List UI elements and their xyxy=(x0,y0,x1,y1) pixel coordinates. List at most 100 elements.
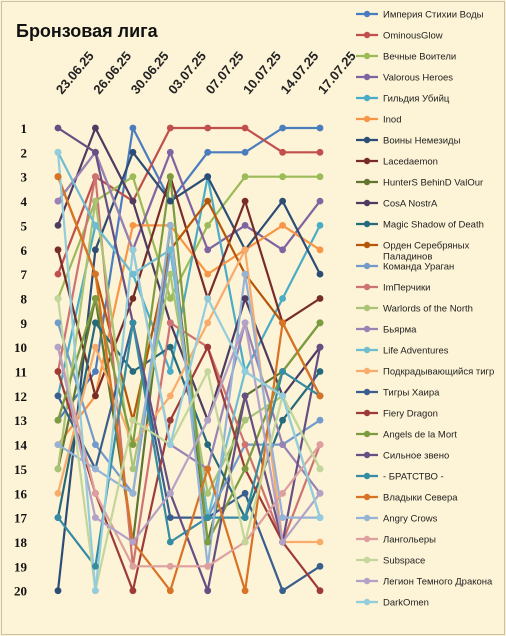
y-tick-label: 15 xyxy=(14,462,28,477)
legend-swatch-marker xyxy=(363,241,371,249)
data-point xyxy=(54,392,62,400)
legend-label: CosA NostrA xyxy=(383,199,438,210)
x-axis-ticks: 23.06.2526.06.2530.06.2503.07.2507.07.25… xyxy=(53,49,359,97)
y-tick-label: 19 xyxy=(14,559,28,574)
y-tick-label: 1 xyxy=(21,121,28,136)
legend-swatch-marker xyxy=(363,514,371,522)
data-point xyxy=(316,489,324,497)
legend-label: Команда Ураган xyxy=(383,262,454,273)
data-point xyxy=(54,270,62,278)
data-point xyxy=(92,392,99,400)
legend-label: Subspace xyxy=(383,556,425,567)
legend-swatch-marker xyxy=(363,451,371,459)
data-point xyxy=(54,514,62,521)
legend-swatch-marker xyxy=(363,409,371,417)
data-point xyxy=(316,343,324,351)
data-point xyxy=(279,441,286,448)
data-point xyxy=(241,197,249,205)
series-line xyxy=(56,346,321,592)
data-point xyxy=(316,368,324,375)
data-point xyxy=(129,319,137,327)
data-point xyxy=(129,295,137,302)
data-point xyxy=(129,489,137,497)
data-point xyxy=(279,197,286,205)
data-point xyxy=(316,148,324,156)
data-point xyxy=(54,319,62,327)
legend-swatch-marker xyxy=(363,262,371,270)
data-point xyxy=(316,246,324,254)
data-point xyxy=(241,173,249,181)
data-point xyxy=(166,489,174,497)
data-point xyxy=(204,343,212,351)
data-point xyxy=(279,587,286,595)
legend-label: Гильдия Убийц xyxy=(383,94,450,105)
legend-swatch-marker xyxy=(363,493,371,501)
data-point xyxy=(204,222,212,229)
legend-swatch-marker xyxy=(363,31,371,39)
data-point xyxy=(204,562,212,570)
series-line xyxy=(56,176,321,422)
legend-label: Бьярма xyxy=(383,325,417,336)
data-point xyxy=(92,270,99,278)
x-tick-label: 23.06.25 xyxy=(53,49,97,97)
data-point xyxy=(241,514,249,521)
data-point xyxy=(166,173,174,181)
data-point xyxy=(54,587,62,595)
legend-swatch-marker xyxy=(363,325,371,333)
data-point xyxy=(316,319,324,327)
data-point xyxy=(166,222,174,229)
data-point xyxy=(279,514,286,521)
data-point xyxy=(129,368,137,375)
legend-swatch-marker xyxy=(363,94,371,102)
y-tick-label: 4 xyxy=(21,194,28,209)
legend-label: HunterS BehinD ValOur xyxy=(383,178,483,189)
legend-label: - БРАТСТВО - xyxy=(383,472,444,483)
data-point xyxy=(204,148,212,156)
data-point xyxy=(129,246,137,254)
legend-label: Подкрадывающийся тигр xyxy=(383,367,494,378)
legend-label: Тигры Хаира xyxy=(383,388,440,399)
series-line xyxy=(56,175,321,397)
data-point xyxy=(279,368,286,375)
data-point xyxy=(166,514,174,521)
data-point xyxy=(241,416,249,424)
data-point xyxy=(92,173,99,181)
data-point xyxy=(241,222,249,229)
data-point xyxy=(279,295,286,302)
data-point xyxy=(241,489,249,497)
data-point xyxy=(54,465,62,473)
data-point xyxy=(279,489,286,497)
data-point xyxy=(316,295,324,302)
data-point xyxy=(241,319,249,327)
data-point xyxy=(92,441,99,448)
data-point xyxy=(129,197,137,205)
legend-label: Lacedaemon xyxy=(383,157,438,168)
data-point xyxy=(92,246,99,254)
legend-label: Fiery Dragon xyxy=(383,409,438,420)
plot-lines xyxy=(56,126,322,592)
legend-swatch-marker xyxy=(363,430,371,438)
data-point xyxy=(129,441,137,448)
series-line xyxy=(56,175,320,300)
y-tick-label: 5 xyxy=(21,218,28,233)
legend-swatch-marker xyxy=(363,346,371,354)
data-point xyxy=(129,148,137,156)
data-point xyxy=(316,587,324,595)
data-point xyxy=(166,148,174,156)
series-line xyxy=(57,224,320,568)
data-point xyxy=(241,148,249,156)
data-point xyxy=(279,246,286,254)
legend-label: Valorous Heroes xyxy=(383,73,453,84)
data-point xyxy=(204,173,212,181)
y-tick-label: 12 xyxy=(14,389,27,404)
data-point xyxy=(316,222,324,229)
data-point xyxy=(92,489,99,497)
data-point xyxy=(166,319,174,327)
data-point xyxy=(129,124,137,132)
legend-swatch-marker xyxy=(363,73,371,81)
data-point xyxy=(241,441,249,448)
legend-label: Сильное звено xyxy=(383,451,449,462)
legend-swatch-marker xyxy=(363,577,371,585)
data-point xyxy=(54,368,62,375)
data-point xyxy=(166,538,174,546)
